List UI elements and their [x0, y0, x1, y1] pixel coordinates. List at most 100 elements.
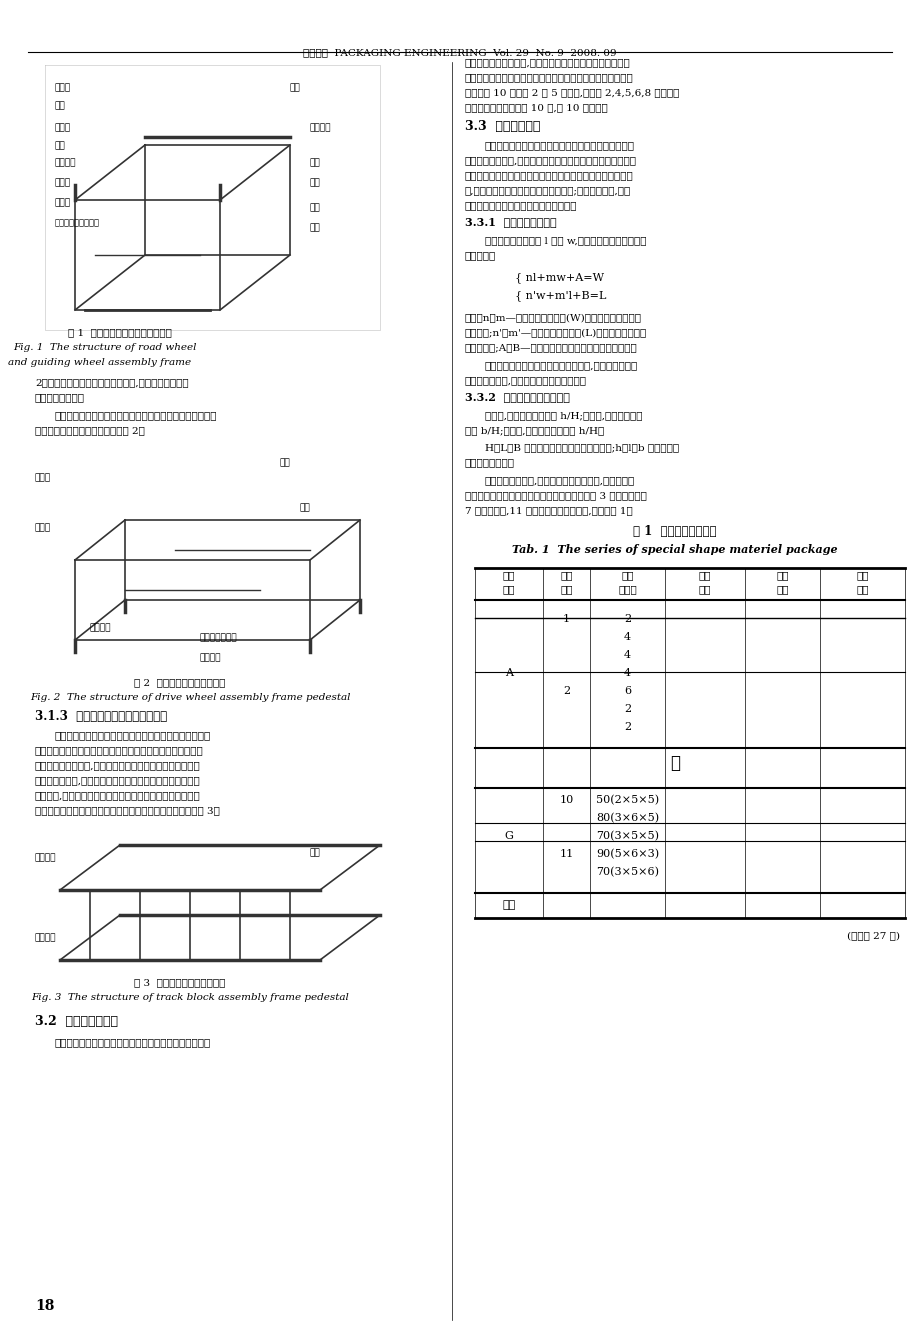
- Text: 平放时,物流包装的特征为 h/H;侧放时,物流包装的特: 平放时,物流包装的特征为 h/H;侧放时,物流包装的特: [484, 411, 641, 419]
- Text: 铭牌: 铭牌: [310, 203, 321, 212]
- Text: 插脚: 插脚: [310, 848, 321, 857]
- Text: 螺形螺母、螺栓: 螺形螺母、螺栓: [199, 633, 237, 642]
- Text: 单元数在 10 以内取 2 或 5 的倍数,一般在 2,4,5,6,8 中选取。: 单元数在 10 以内取 2 或 5 的倍数,一般在 2,4,5,6,8 中选取。: [464, 87, 678, 97]
- Text: 向包装个数;A、B—分别为托盘横、纵向预留的空间误差。: 向包装个数;A、B—分别为托盘横、纵向预留的空间误差。: [464, 343, 637, 352]
- Text: 寸规格及仓库管理规定的约束。负重轮、诱导轮、主动轮包装: 寸规格及仓库管理规定的约束。负重轮、诱导轮、主动轮包装: [464, 73, 633, 82]
- Text: A: A: [505, 668, 513, 677]
- Text: and guiding wheel assembly frame: and guiding wheel assembly frame: [8, 358, 191, 367]
- Text: 吊钩: 吊钩: [310, 223, 321, 233]
- Text: 4: 4: [623, 650, 630, 660]
- Text: 4: 4: [623, 668, 630, 677]
- Text: 系列: 系列: [560, 585, 573, 594]
- Text: 2: 2: [623, 614, 630, 624]
- Text: 定位座: 定位座: [55, 83, 71, 91]
- Text: 征为 b/H;立放时,物流包装的特征为 h/H。: 征为 b/H;立放时,物流包装的特征为 h/H。: [464, 426, 604, 435]
- Text: 图 2  主动轮集装框架底座结构: 图 2 主动轮集装框架底座结构: [134, 677, 225, 687]
- Text: 尺寸、承载单元的内廓尺寸及承载质量等因素。利用托盘装卸: 尺寸、承载单元的内廓尺寸及承载质量等因素。利用托盘装卸: [464, 171, 633, 180]
- Text: 在进行尺寸优化时,应综合考虑器材结构特点、物流环节、托盘: 在进行尺寸优化时,应综合考虑器材结构特点、物流环节、托盘: [464, 156, 636, 165]
- Text: 确定要考虑满点的方便,同时也受仓库最大承载质量、货架尺: 确定要考虑满点的方便,同时也受仓库最大承载质量、货架尺: [464, 58, 630, 67]
- Text: 图 1  负重轮、诱导轮集装框架结构: 图 1 负重轮、诱导轮集装框架结构: [68, 328, 172, 337]
- Text: 标签框: 标签框: [55, 124, 71, 132]
- Text: 叉车槽: 叉车槽: [55, 198, 71, 207]
- Text: 适用: 适用: [698, 571, 710, 581]
- Text: 以下关系：: 以下关系：: [464, 251, 495, 259]
- Text: 2: 2: [623, 704, 630, 714]
- Text: 重轮、诱导轮框架相应功能的实现原理完全相同。底座可以平: 重轮、诱导轮框架相应功能的实现原理完全相同。底座可以平: [35, 746, 203, 755]
- Text: 70(3×5×6): 70(3×5×6): [596, 867, 658, 878]
- Text: 销轴: 销轴: [310, 159, 321, 167]
- Text: 包装: 包装: [620, 571, 633, 581]
- Text: 组合分割法确定物流包装的长度和宽度,可以在托盘上组: 组合分割法确定物流包装的长度和宽度,可以在托盘上组: [484, 362, 638, 370]
- Text: 式中：n、m—分别为沿托盘宽度(W)方向摆放横向和纵向: 式中：n、m—分别为沿托盘宽度(W)方向摆放横向和纵向: [464, 313, 641, 323]
- Text: 科学的包装单元数便于储存、满点和交接。包装单元数的: 科学的包装单元数便于储存、满点和交接。包装单元数的: [55, 1038, 211, 1047]
- Text: 器材: 器材: [776, 571, 788, 581]
- Text: 储运标志: 储运标志: [55, 159, 76, 167]
- Text: 质量: 质量: [856, 585, 868, 594]
- Text: 底座纵架: 底座纵架: [35, 853, 56, 862]
- Text: 相对较小,进出框架时采用人力直接搬运摆放。该框架实现了: 相对较小,进出框架时采用人力直接搬运摆放。该框架实现了: [35, 792, 200, 800]
- Text: 运输承载工具主要考虑铁路和公路运输中的承载单元。: 运输承载工具主要考虑铁路和公路运输中的承载单元。: [484, 141, 634, 151]
- Text: 底横架: 底横架: [35, 473, 51, 482]
- Text: 立框: 立框: [55, 141, 65, 151]
- Text: 尺寸: 尺寸: [560, 571, 573, 581]
- Text: 底纵架: 底纵架: [35, 523, 51, 532]
- Text: 底板: 底板: [300, 503, 311, 512]
- Text: 18: 18: [35, 1300, 54, 1313]
- Text: 器材: 器材: [698, 585, 710, 594]
- Text: 固定环: 固定环: [55, 177, 71, 187]
- Text: 底座插孔: 底座插孔: [199, 653, 221, 663]
- Text: 3.3  包装尺寸优化: 3.3 包装尺寸优化: [464, 120, 539, 133]
- Text: 尺寸: 尺寸: [776, 585, 788, 594]
- Text: 运用上述数学方法,通过对数据的分析计算,将各种车型: 运用上述数学方法,通过对数据的分析计算,将各种车型: [484, 476, 634, 485]
- Text: 3.1.3  履带板集装框架底座结构设计: 3.1.3 履带板集装框架底座结构设计: [35, 710, 167, 723]
- Text: 表 1  特形器材包装系列: 表 1 特形器材包装系列: [632, 526, 716, 538]
- Text: 的尺寸在装运时应当没有空间上的浪费。: 的尺寸在装运时应当没有空间上的浪费。: [464, 202, 577, 210]
- Text: Fig. 3  The structure of track block assembly frame pedestal: Fig. 3 The structure of track block asse…: [31, 993, 348, 1003]
- Text: 4: 4: [623, 632, 630, 642]
- Text: 2: 2: [562, 685, 570, 696]
- Text: 6: 6: [623, 685, 630, 696]
- Text: G: G: [504, 831, 513, 841]
- Text: 动轮轴向的稳定。: 动轮轴向的稳定。: [35, 392, 85, 402]
- Text: 系列: 系列: [502, 585, 515, 594]
- Text: 11: 11: [559, 849, 573, 859]
- Text: 顶梁: 顶梁: [289, 83, 301, 91]
- Text: 图 3  履带板集装框架底座结构: 图 3 履带板集装框架底座结构: [134, 978, 225, 986]
- Text: ⋮: ⋮: [669, 755, 679, 771]
- Text: Tab. 1  The series of special shape materiel package: Tab. 1 The series of special shape mater…: [512, 544, 837, 555]
- Text: 定位槽钢: 定位槽钢: [90, 624, 111, 632]
- Text: 器材: 器材: [856, 571, 868, 581]
- Text: 放多种车型的履带板,具有很好的通用性。紧箍带绕过底托板: 放多种车型的履带板,具有很好的通用性。紧箍带绕过底托板: [35, 761, 200, 770]
- Text: 包装工程  PACKAGING ENGINEERING  Vol. 29  No. 9  2008. 09: 包装工程 PACKAGING ENGINEERING Vol. 29 No. 9…: [303, 48, 616, 56]
- Text: 履带板包装单元数超过 10 时,取 10 的倍数。: 履带板包装单元数超过 10 时,取 10 的倍数。: [464, 103, 607, 112]
- Text: (下转第 27 页): (下转第 27 页): [846, 931, 899, 939]
- Text: 2: 2: [623, 722, 630, 732]
- Text: 90(5×6×3): 90(5×6×3): [596, 848, 658, 859]
- Text: 此框架结构解决了通用性、机械作业、堆码、器材固定等功: 此框架结构解决了通用性、机械作业、堆码、器材固定等功: [55, 411, 217, 419]
- Text: 单元数: 单元数: [618, 585, 636, 594]
- Text: 时,器材在托盘上应当有较好的堆码效率;用车辆运输时,包装: 时,器材在托盘上应当有较好的堆码效率;用车辆运输时,包装: [464, 185, 630, 195]
- Text: Fig. 1  The structure of road wheel: Fig. 1 The structure of road wheel: [13, 343, 197, 352]
- Text: 履带板集装框架机械作业、堆码、折叠等功能的实现与负: 履带板集装框架机械作业、堆码、折叠等功能的实现与负: [55, 731, 211, 741]
- Text: { nl+mw+A=W: { nl+mw+A=W: [515, 271, 604, 282]
- Text: { n'w+m'l+B=L: { n'w+m'l+B=L: [515, 290, 606, 301]
- Text: 50(2×5×5): 50(2×5×5): [596, 794, 658, 805]
- Text: 储运标志: 储运标志: [310, 124, 331, 132]
- Text: 能的实现问题。此结构示意图见图 2。: 能的实现问题。此结构示意图见图 2。: [35, 426, 144, 435]
- Text: 底座: 底座: [310, 177, 321, 187]
- Text: 顶梁: 顶梁: [55, 101, 65, 110]
- Text: 扎紧各行履带板,将不满装履带板固定牢靠。单个履带板质量: 扎紧各行履带板,将不满装履带板固定牢靠。单个履带板质量: [35, 775, 200, 785]
- Text: 3.3.2  以车厢内廓尺寸为依据: 3.3.2 以车厢内廓尺寸为依据: [464, 391, 569, 402]
- Text: 装的高、长、宽。: 装的高、长、宽。: [464, 458, 515, 466]
- Text: 10: 10: [559, 796, 573, 805]
- Text: 将物流包装尺寸的长 l 和宽 w,按比例分割后组合并存在: 将物流包装尺寸的长 l 和宽 w,按比例分割后组合并存在: [484, 237, 646, 245]
- Text: 7 个模数系列,11 个尺寸系列和一个特例,结果见表 1。: 7 个模数系列,11 个尺寸系列和一个特例,结果见表 1。: [464, 505, 632, 515]
- Text: 合码成各种形式,有利于提高托盘的利用率。: 合码成各种形式,有利于提高托盘的利用率。: [464, 376, 586, 384]
- Text: 通用性、单体进出框架、堆码、器材固定等功能。其结构见图 3。: 通用性、单体进出框架、堆码、器材固定等功能。其结构见图 3。: [35, 806, 220, 814]
- Text: 的所有特形器材按结构、模数、尺寸和质量分成 3 个结构系列、: 的所有特形器材按结构、模数、尺寸和质量分成 3 个结构系列、: [464, 491, 646, 500]
- Text: 插脚: 插脚: [279, 458, 290, 466]
- Text: 底座横架: 底座横架: [35, 933, 56, 942]
- Text: 特例: 特例: [502, 900, 515, 910]
- Text: 包装个数;n'、m'—分别为沿托盘长度(L)方向摆放横向和纵: 包装个数;n'、m'—分别为沿托盘长度(L)方向摆放横向和纵: [464, 328, 647, 337]
- Text: 80(3×6×5): 80(3×6×5): [596, 813, 658, 823]
